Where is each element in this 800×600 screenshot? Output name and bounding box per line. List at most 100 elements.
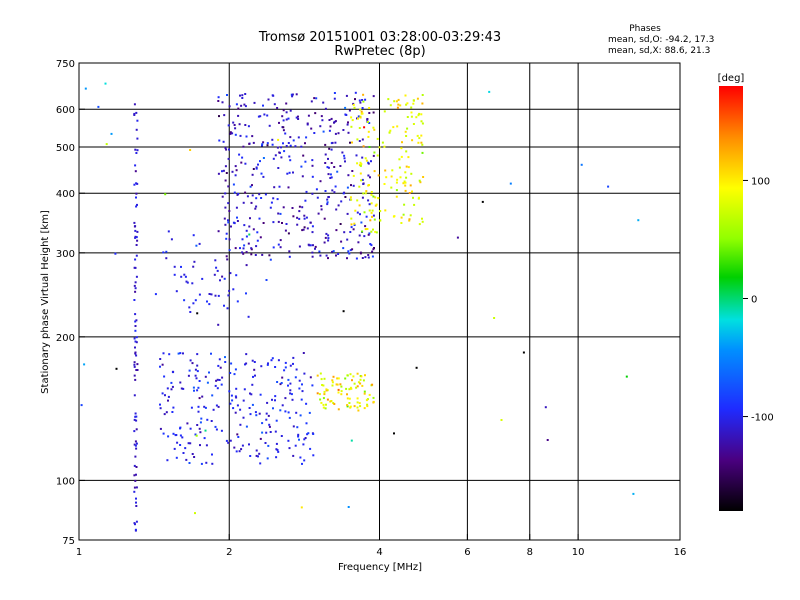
data-point xyxy=(347,250,350,253)
data-point xyxy=(372,214,375,217)
data-point xyxy=(333,92,336,94)
data-point xyxy=(305,190,308,193)
data-point xyxy=(255,197,258,200)
data-point xyxy=(220,383,223,386)
data-point xyxy=(420,120,423,123)
data-point xyxy=(269,431,272,433)
data-point xyxy=(242,252,245,255)
data-point xyxy=(367,199,370,202)
data-point xyxy=(224,147,227,150)
data-point xyxy=(194,368,197,371)
data-point xyxy=(328,147,331,150)
data-point xyxy=(161,363,164,366)
data-point xyxy=(278,185,281,188)
data-point xyxy=(263,113,266,116)
data-point xyxy=(272,407,274,410)
data-point xyxy=(224,165,227,168)
data-point xyxy=(135,501,137,504)
data-point xyxy=(135,497,137,500)
data-point xyxy=(352,228,355,231)
data-point xyxy=(221,195,224,198)
data-point xyxy=(257,115,260,118)
data-point xyxy=(314,112,317,115)
data-point xyxy=(291,207,294,209)
data-point xyxy=(364,157,367,160)
data-point xyxy=(351,141,353,144)
data-point xyxy=(104,82,107,85)
data-point xyxy=(364,192,367,195)
data-point xyxy=(84,87,87,90)
data-point xyxy=(344,113,347,116)
data-point xyxy=(262,175,265,178)
data-point xyxy=(357,409,360,412)
data-point xyxy=(404,189,407,192)
data-point xyxy=(359,382,362,385)
data-point xyxy=(370,202,373,205)
data-point xyxy=(235,450,238,453)
data-point xyxy=(298,379,301,382)
data-point xyxy=(251,359,254,362)
data-point xyxy=(325,232,328,235)
data-point xyxy=(395,189,398,192)
data-point xyxy=(261,253,264,256)
data-point xyxy=(289,389,292,392)
data-point xyxy=(224,192,227,195)
data-point xyxy=(356,199,359,202)
data-point xyxy=(367,130,370,133)
data-point xyxy=(172,371,174,374)
data-point xyxy=(182,387,185,390)
data-point xyxy=(255,449,258,452)
data-point xyxy=(409,184,412,187)
data-point xyxy=(342,247,345,250)
data-point xyxy=(97,105,100,108)
data-point xyxy=(268,425,271,428)
data-point xyxy=(221,101,224,104)
data-point xyxy=(322,101,325,104)
data-point xyxy=(234,247,237,250)
data-point xyxy=(239,134,242,137)
data-point xyxy=(219,279,221,282)
data-point xyxy=(319,125,322,128)
data-point xyxy=(83,363,86,366)
data-point xyxy=(323,390,326,393)
data-point xyxy=(366,118,369,121)
data-point xyxy=(366,403,369,406)
data-point xyxy=(311,159,314,162)
data-point xyxy=(336,383,339,386)
data-point xyxy=(409,214,412,217)
data-point xyxy=(168,353,171,356)
data-point xyxy=(304,199,307,202)
data-point xyxy=(320,205,323,208)
data-point xyxy=(259,115,262,118)
data-point xyxy=(239,423,242,426)
data-point xyxy=(285,102,288,105)
data-point xyxy=(135,196,137,199)
data-point xyxy=(244,93,247,95)
data-point xyxy=(291,93,294,96)
data-point xyxy=(256,239,259,242)
data-point xyxy=(330,176,333,179)
data-point xyxy=(134,325,137,327)
data-point xyxy=(226,258,229,261)
data-point xyxy=(389,129,392,132)
data-point xyxy=(371,383,374,386)
data-point xyxy=(281,404,284,407)
data-point xyxy=(364,374,366,377)
data-point xyxy=(333,121,335,124)
data-point xyxy=(245,251,248,254)
data-point xyxy=(324,153,327,156)
data-point xyxy=(381,141,384,144)
data-point xyxy=(419,181,422,184)
data-point xyxy=(241,156,244,159)
data-point xyxy=(315,97,318,100)
data-point xyxy=(245,135,248,138)
data-point xyxy=(323,393,326,396)
data-point xyxy=(203,437,206,440)
data-point xyxy=(187,442,190,445)
data-point xyxy=(196,389,199,392)
data-point xyxy=(325,403,327,406)
data-point xyxy=(241,251,244,254)
data-point xyxy=(167,395,170,398)
data-point xyxy=(217,364,220,367)
